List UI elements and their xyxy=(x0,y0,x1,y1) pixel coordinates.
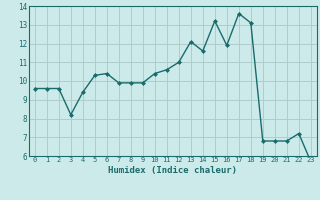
X-axis label: Humidex (Indice chaleur): Humidex (Indice chaleur) xyxy=(108,166,237,175)
